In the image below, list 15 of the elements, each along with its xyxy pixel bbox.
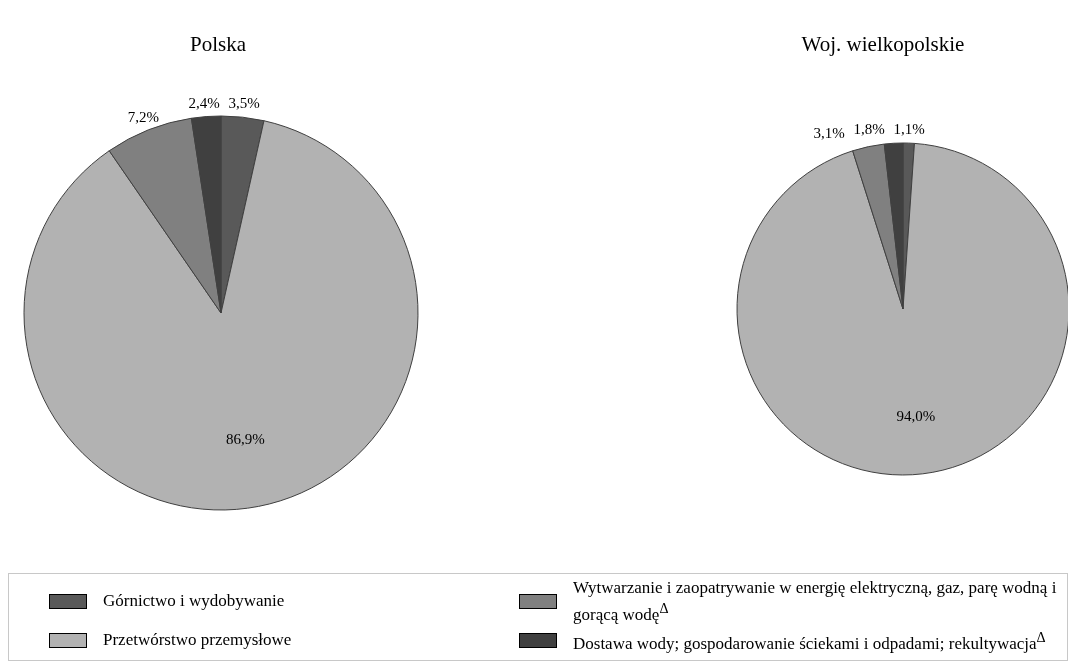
data-label: 3,1% bbox=[813, 124, 845, 141]
data-label: 1,1% bbox=[893, 121, 925, 138]
chart-title: Polska bbox=[189, 32, 247, 57]
data-label: 7,2% bbox=[127, 108, 159, 125]
data-label: 3,5% bbox=[228, 95, 260, 112]
legend-label: Górnictwo i wydobywanie bbox=[103, 591, 285, 612]
pie-slice bbox=[736, 142, 1068, 476]
legend-label: Wytwarzanie i zaopatrywanie w energię elektryczną, gaz, parę wodną i gorącą wodę$^{Δ}$ bbox=[573, 578, 1058, 625]
chart-title: Woj. wielkopolskie bbox=[800, 32, 966, 57]
data-label: 2,4% bbox=[188, 94, 220, 111]
data-label: 86,9% bbox=[226, 430, 265, 447]
data-label: 94,0% bbox=[896, 408, 936, 425]
data-label: 1,8% bbox=[853, 121, 885, 138]
legend-label: Dostawa wody; gospodarowanie ściekami i odpadami; rekultywacja$^{Δ}$ bbox=[573, 628, 1046, 654]
legend-label: Przetwórstwo przemysłowe bbox=[103, 630, 292, 651]
